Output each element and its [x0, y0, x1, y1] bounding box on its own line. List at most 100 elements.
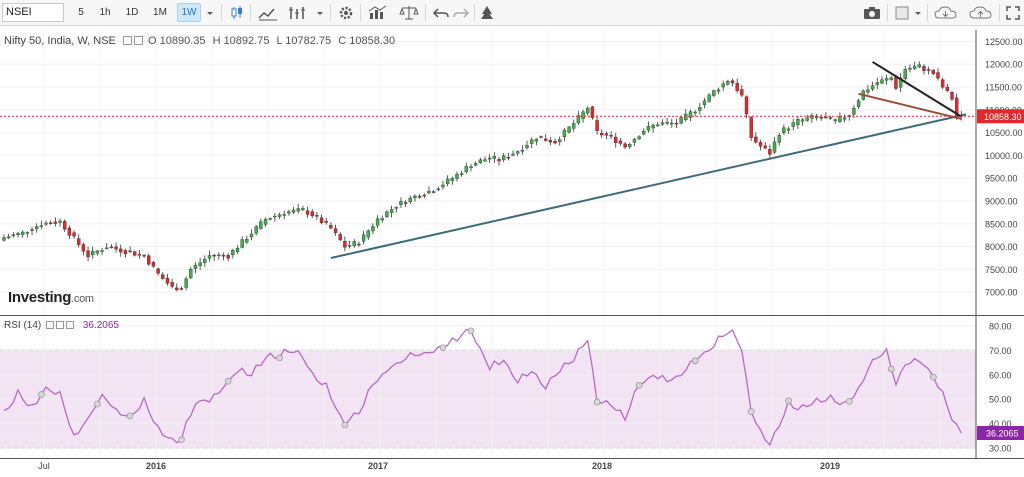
symbol-search-input[interactable]: NSEI	[2, 3, 64, 22]
candle-down	[744, 96, 749, 115]
color-square-icon[interactable]	[893, 4, 911, 22]
rsi-line	[3, 328, 962, 446]
candle-down	[758, 142, 763, 147]
candle-down	[931, 70, 936, 74]
candle-up	[726, 81, 730, 85]
candle-up	[189, 269, 193, 278]
rsi-tick-label: 50.00	[989, 395, 1012, 405]
candle-down	[226, 255, 230, 259]
candle-up	[721, 83, 725, 88]
price-tick-label: 9500.00	[985, 174, 1018, 184]
price-tick-label: 12500.00	[985, 37, 1023, 47]
interval-1m-button[interactable]: 1M	[153, 7, 167, 18]
compare-icon[interactable]	[257, 4, 279, 22]
chart-canvas[interactable]: 7000.00 7500.00 8000.00 8500.00 9000.00 9500.…	[0, 26, 1024, 477]
candle-down	[133, 251, 137, 256]
candle-up	[277, 214, 282, 217]
templates-icon[interactable]	[367, 4, 389, 22]
candle-down	[506, 156, 511, 159]
candle-up	[380, 218, 384, 221]
alert-icon[interactable]	[478, 4, 496, 22]
price-axis: 7000.00 7500.00 8000.00 8500.00 9000.00 9500.…	[977, 37, 1024, 298]
candle-up	[842, 117, 847, 120]
candle-up	[693, 111, 697, 114]
rsi-point-marker	[593, 398, 601, 406]
legend-settings-icon[interactable]	[133, 36, 143, 45]
candle-up	[651, 124, 655, 129]
rsi-visibility-icon[interactable]	[46, 321, 55, 329]
candle-up	[478, 159, 483, 164]
candle-down	[618, 140, 623, 144]
candle-up	[866, 89, 870, 93]
candle-up	[884, 78, 889, 81]
candle-up	[912, 66, 917, 69]
interval-1w-button[interactable]: 1W	[177, 3, 201, 22]
candle-up	[389, 209, 394, 213]
price-tick-label: 12000.00	[985, 60, 1023, 70]
candle-up	[436, 188, 441, 191]
candle-up	[838, 116, 842, 122]
toolbar-divider	[425, 4, 426, 21]
candle-up	[646, 125, 651, 131]
camera-icon[interactable]	[862, 4, 882, 22]
candle-up	[702, 100, 707, 105]
interval-1d-button[interactable]: 1D	[125, 7, 139, 18]
candle-down	[894, 76, 898, 89]
last-price-badge	[977, 109, 1024, 124]
candle-down	[600, 132, 604, 136]
indicators-icon[interactable]	[287, 4, 309, 22]
indicators-dropdown-icon[interactable]	[314, 4, 326, 22]
candles-icon[interactable]	[228, 4, 246, 22]
candle-down	[175, 287, 179, 291]
color-dropdown-icon[interactable]	[912, 4, 924, 22]
rsi-point-marker	[635, 381, 643, 389]
interval-1h-button[interactable]: 1h	[99, 7, 111, 18]
candle-down	[165, 277, 170, 284]
toolbar-divider	[474, 4, 475, 21]
candle-up	[670, 122, 674, 125]
candle-up	[581, 111, 585, 119]
candle-down	[422, 194, 426, 197]
trendline-brown	[858, 92, 962, 120]
rsi-value-label: 36.2065	[986, 429, 1019, 439]
rsi-tick-label: 60.00	[989, 370, 1012, 380]
candle-up	[632, 138, 637, 143]
legend-low: L 10782.75	[276, 35, 332, 47]
candle-down	[329, 225, 333, 229]
candle-up	[193, 264, 198, 269]
candle-up	[520, 149, 525, 152]
settings-gear-icon[interactable]	[337, 4, 355, 22]
candle-down	[333, 228, 338, 233]
undo-icon[interactable]	[432, 4, 450, 22]
candle-down	[305, 210, 310, 215]
candle-down	[604, 133, 609, 136]
fullscreen-icon[interactable]	[1004, 4, 1022, 22]
rsi-tick-label: 40.00	[989, 419, 1012, 429]
candle-up	[385, 211, 389, 217]
candle-down	[147, 255, 151, 265]
cloud-upload-icon[interactable]	[968, 4, 994, 22]
candle-up	[870, 85, 875, 90]
candle-down	[749, 117, 753, 138]
candle-up	[413, 195, 417, 199]
candle-up	[366, 230, 370, 238]
legend-visibility-icon[interactable]	[122, 36, 132, 45]
trendlines[interactable]	[330, 61, 967, 259]
rsi-point-marker	[439, 344, 447, 352]
candle-up	[852, 107, 856, 115]
candle-up	[782, 127, 786, 134]
rsi-point-marker	[178, 436, 185, 443]
interval-dropdown-icon[interactable]	[204, 4, 216, 22]
candle-up	[441, 184, 445, 188]
candle-up	[679, 117, 683, 124]
rsi-settings-icon[interactable]	[56, 321, 65, 329]
candle-up	[371, 226, 375, 232]
cloud-download-icon[interactable]	[933, 4, 959, 22]
interval-5-button[interactable]: 5	[78, 7, 84, 18]
redo-icon[interactable]	[452, 4, 470, 22]
rsi-close-icon[interactable]	[66, 321, 75, 329]
candle-down	[315, 215, 319, 217]
candle-down	[81, 244, 86, 252]
candle-down	[212, 254, 216, 257]
balance-icon[interactable]	[398, 4, 420, 22]
